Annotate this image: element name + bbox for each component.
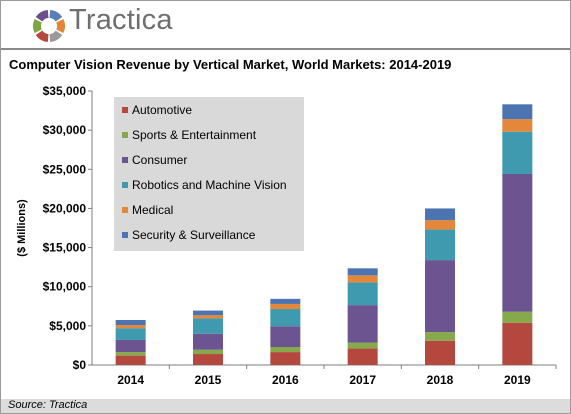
legend-label: Medical (132, 203, 173, 217)
legend-swatch (122, 207, 128, 213)
x-tick-label: 2019 (504, 373, 531, 387)
bar-segment (193, 349, 223, 355)
legend-label: Security & Surveillance (132, 228, 256, 242)
x-tick-label: 2014 (117, 373, 144, 387)
y-tick-label: $5,000 (49, 319, 86, 333)
bar-segment (270, 298, 301, 304)
tractica-logo (33, 10, 65, 42)
bar-segment (502, 131, 533, 174)
bar-segment (193, 315, 223, 319)
x-tick-label: 2015 (195, 373, 222, 387)
bar-segment (347, 305, 378, 343)
brand-name: Tractica (69, 4, 173, 36)
chart-plot: $0 $5,000 $10,000 $15,000 $20,000 $25,000 $30,… (16, 84, 557, 387)
legend-label: Consumer (132, 153, 187, 167)
y-tick-label: $25,000 (43, 162, 87, 176)
legend-box (114, 97, 304, 251)
bar-segment (115, 325, 146, 329)
bar-segment (425, 220, 455, 230)
logo-segment (49, 10, 63, 22)
bar-segment (193, 354, 223, 365)
legend-label: Automotive (132, 103, 192, 117)
bar-segment (270, 346, 301, 353)
bar-segment (115, 355, 146, 365)
logo-segment (35, 10, 49, 22)
bar-segment (347, 268, 378, 276)
bar-segment (425, 260, 455, 333)
bar-segment (193, 318, 223, 334)
bar-segment (115, 328, 146, 340)
y-tick-label: $20,000 (43, 201, 87, 215)
y-tick-label: $15,000 (43, 241, 87, 255)
y-axis-title: ($ Millions) (16, 199, 28, 257)
legend-swatch (122, 132, 128, 138)
y-tick-label: $10,000 (43, 280, 87, 294)
bar-segment (115, 339, 146, 353)
bar-segment (270, 309, 301, 327)
legend-swatch (122, 232, 128, 238)
source-footer: Source: Tractica (1, 399, 570, 413)
bar-segment (270, 352, 301, 365)
bar-segment (502, 119, 533, 132)
legend-swatch (122, 107, 128, 113)
x-tick-label: 2016 (272, 373, 299, 387)
y-tick-label: $35,000 (43, 84, 87, 98)
logo-segment (56, 18, 65, 34)
bar-segment (502, 173, 533, 312)
bar-segment (347, 348, 378, 365)
y-tick-label: $30,000 (43, 123, 87, 137)
header-rule (1, 48, 570, 50)
legend-swatch (122, 182, 128, 188)
bar-segment (502, 322, 533, 365)
logo-segment (49, 30, 63, 42)
bar-segment (425, 229, 455, 261)
bar-segment (425, 208, 455, 221)
logo-segment (35, 30, 49, 42)
bar-segment (347, 282, 378, 306)
bar-segment (270, 303, 301, 310)
legend-label: Sports & Entertainment (132, 128, 257, 142)
bar-segment (347, 342, 378, 349)
legend-label: Robotics and Machine Vision (132, 178, 287, 192)
bar-segment (115, 352, 146, 356)
bar-segment (502, 104, 533, 120)
x-tick-label: 2018 (427, 373, 454, 387)
bar-segment (193, 333, 223, 350)
y-tick-label: $0 (73, 358, 87, 372)
logo-segment (33, 18, 42, 34)
legend-swatch (122, 157, 128, 163)
chart-title: Computer Vision Revenue by Vertical Mark… (9, 57, 452, 72)
bar-segment (502, 311, 533, 323)
bar-segment (270, 326, 301, 347)
bar-segment (193, 310, 223, 316)
source-note: Source: Tractica (8, 399, 88, 411)
bar-segment (425, 332, 455, 341)
x-tick-label: 2017 (349, 373, 376, 387)
bar-segment (347, 275, 378, 283)
bar-segment (115, 319, 146, 326)
bar-segment (425, 340, 455, 365)
